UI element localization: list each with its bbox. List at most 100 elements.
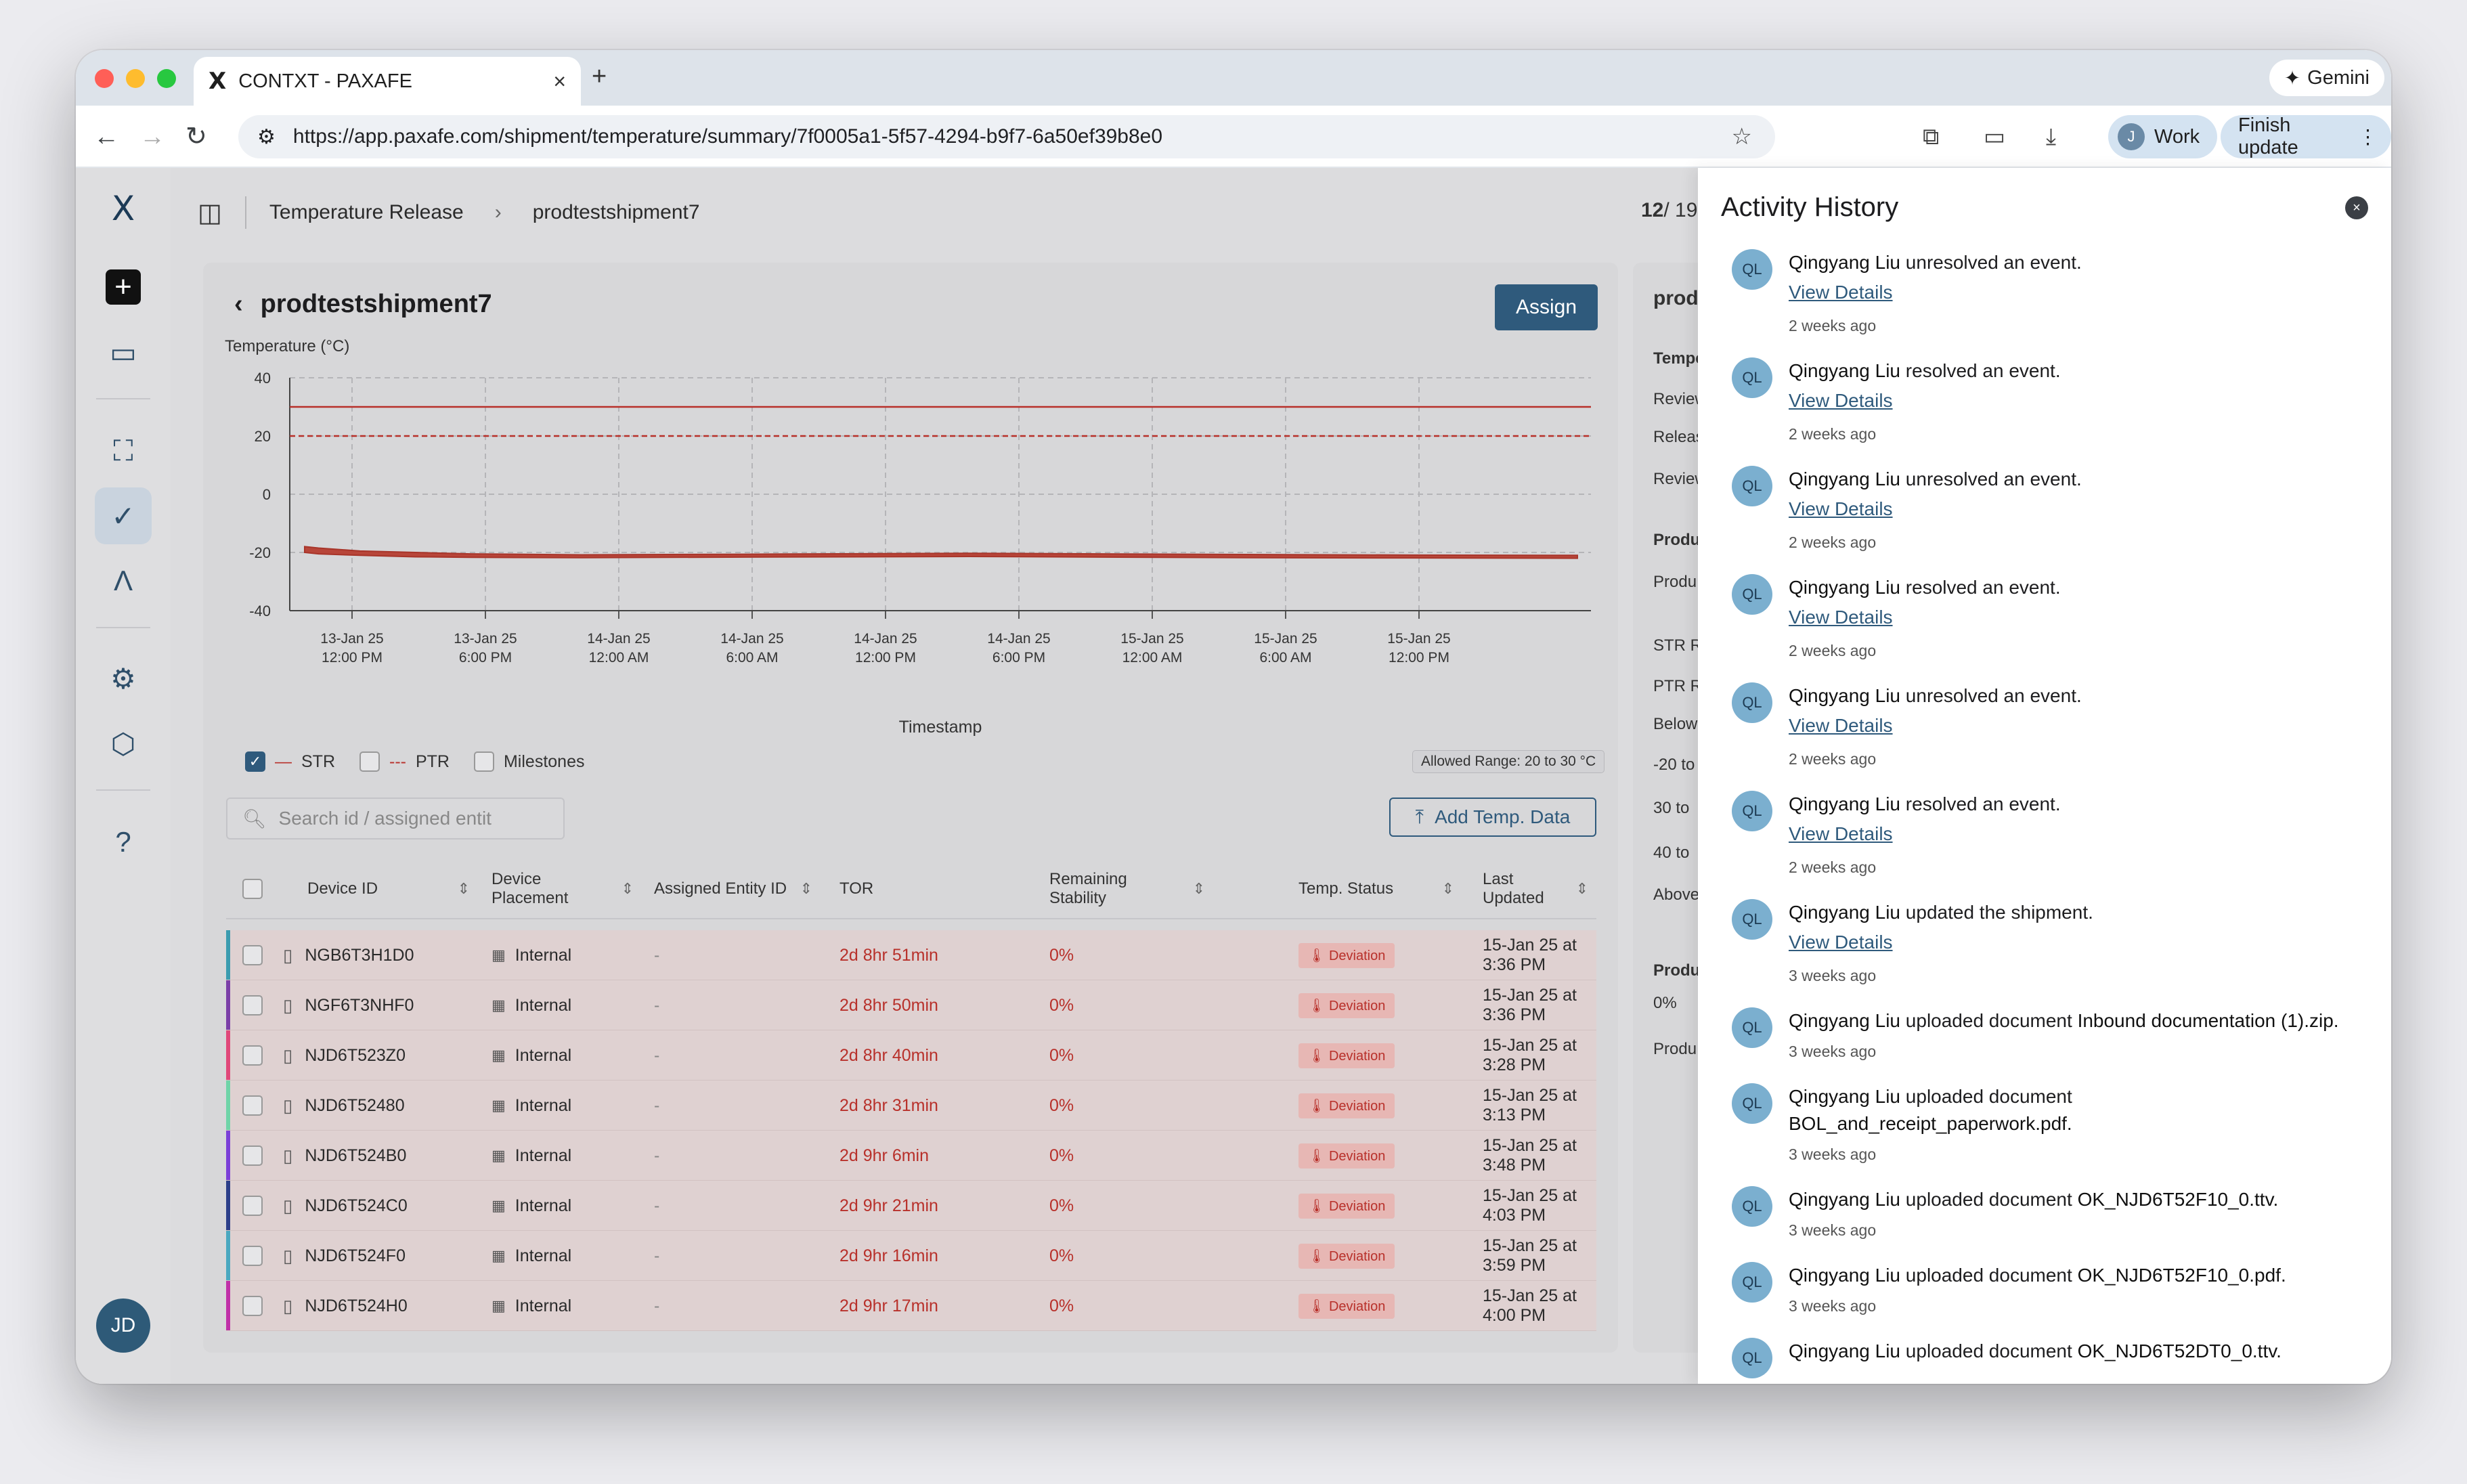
row-checkbox[interactable] bbox=[242, 1296, 263, 1316]
back-arrow-icon[interactable]: ← bbox=[93, 123, 119, 151]
sort-icon[interactable]: ⇕ bbox=[621, 880, 634, 897]
download-icon[interactable]: ⤓ bbox=[2046, 124, 2057, 150]
device-id[interactable]: NJD6T524F0 bbox=[305, 1246, 406, 1265]
sidebar-toggle-icon[interactable]: ◫ bbox=[198, 198, 222, 227]
device-id[interactable]: NJD6T524H0 bbox=[305, 1296, 408, 1315]
row-checkbox[interactable] bbox=[242, 945, 263, 965]
analytics-icon[interactable]: Λ bbox=[113, 565, 133, 596]
gear-icon[interactable]: ⚙ bbox=[110, 662, 136, 695]
minimize-window-button[interactable] bbox=[126, 69, 145, 88]
col-device-placement[interactable]: Device Placement ⇕ bbox=[492, 858, 634, 919]
sort-icon[interactable]: ⇕ bbox=[1192, 880, 1205, 897]
col-tor[interactable]: TOR bbox=[839, 858, 975, 919]
reload-icon[interactable]: ↻ bbox=[185, 123, 207, 151]
close-window-button[interactable] bbox=[95, 69, 114, 88]
contxt-logo-icon[interactable]: X bbox=[111, 189, 135, 228]
ptr-checkbox[interactable] bbox=[359, 751, 380, 772]
view-details-link[interactable]: View Details bbox=[1789, 498, 1893, 519]
kebab-menu-icon[interactable]: ⋮ bbox=[2358, 126, 2378, 148]
device-id[interactable]: NJD6T523Z0 bbox=[305, 1045, 406, 1065]
assign-button[interactable]: Assign bbox=[1495, 284, 1598, 330]
device-id[interactable]: NGF6T3NHF0 bbox=[305, 995, 414, 1015]
view-details-link[interactable]: View Details bbox=[1789, 390, 1893, 411]
device-id[interactable]: NJD6T524C0 bbox=[305, 1196, 408, 1215]
finish-update-button[interactable]: Finish update ⋮ bbox=[2221, 114, 2391, 158]
table-row[interactable]: ▯ NJD6T52480 ▦ Internal - 2d 8hr 31min 0% 🌡︎ De… bbox=[226, 1081, 1596, 1131]
profile-label: Work bbox=[2154, 125, 2200, 148]
col-label: Device ID bbox=[307, 879, 378, 898]
table-row[interactable]: ▯ NJD6T524H0 ▦ Internal - 2d 9hr 17min 0% 🌡︎ De… bbox=[226, 1281, 1596, 1331]
col-temp-status[interactable]: Temp. Status ⇕ bbox=[1298, 858, 1454, 919]
site-settings-icon[interactable]: ⚙ bbox=[257, 125, 276, 148]
table-row[interactable]: ▯ NJD6T523Z0 ▦ Internal - 2d 8hr 40min 0% 🌡︎ De… bbox=[226, 1030, 1596, 1081]
table-row[interactable]: ▯ NJD6T524F0 ▦ Internal - 2d 9hr 16min 0% 🌡︎ De… bbox=[226, 1231, 1596, 1281]
summary-label: Produ bbox=[1653, 573, 1697, 591]
row-checkbox[interactable] bbox=[242, 1095, 263, 1116]
user-avatar[interactable]: JD bbox=[96, 1298, 150, 1353]
device-color-bar bbox=[226, 1081, 230, 1130]
activity-avatar: QL bbox=[1732, 899, 1772, 940]
table-row[interactable]: ▯ NJD6T524C0 ▦ Internal - 2d 9hr 21min 0% 🌡︎ De… bbox=[226, 1181, 1596, 1231]
x-tick-time: 12:00 PM bbox=[322, 650, 383, 665]
device-id[interactable]: NJD6T52480 bbox=[305, 1095, 405, 1115]
zoom-window-button[interactable] bbox=[157, 69, 176, 88]
row-checkbox[interactable] bbox=[242, 1246, 263, 1266]
bookmark-star-icon[interactable]: ☆ bbox=[1731, 124, 1752, 150]
col-last-updated[interactable]: Last Updated ⇕ bbox=[1483, 858, 1588, 919]
breadcrumb-temperature-release[interactable]: Temperature Release bbox=[269, 201, 464, 223]
sort-icon[interactable]: ⇕ bbox=[1575, 880, 1588, 897]
activity-user: Qingyang Liu bbox=[1789, 1265, 1901, 1286]
temperature-release-icon[interactable]: ✓ bbox=[95, 487, 152, 544]
table-row[interactable]: ▯ NGB6T3H1D0 ▦ Internal - 2d 8hr 51min 0% 🌡︎ De… bbox=[226, 930, 1596, 980]
row-checkbox[interactable] bbox=[242, 1045, 263, 1066]
shield-icon[interactable]: ⬡ bbox=[110, 727, 136, 760]
help-icon[interactable]: ? bbox=[115, 826, 131, 858]
rail-divider bbox=[96, 398, 150, 399]
scan-icon[interactable]: ⛶ bbox=[113, 434, 133, 466]
extensions-icon[interactable]: ⧉ bbox=[1923, 124, 1940, 150]
row-checkbox[interactable] bbox=[242, 1196, 263, 1216]
activity-action: resolved an event. bbox=[1905, 577, 2061, 598]
row-checkbox[interactable] bbox=[242, 995, 263, 1016]
last-updated: 15-Jan 25 at 3:13 PM bbox=[1483, 1086, 1577, 1125]
gemini-button[interactable]: ✦ Gemini bbox=[2269, 60, 2384, 96]
view-details-link[interactable]: View Details bbox=[1789, 823, 1893, 844]
view-details-link[interactable]: View Details bbox=[1789, 715, 1893, 736]
view-details-link[interactable]: View Details bbox=[1789, 932, 1893, 953]
profile-button[interactable]: J Work bbox=[2108, 115, 2218, 158]
create-plus-icon[interactable]: + bbox=[95, 259, 152, 315]
table-row[interactable]: ▯ NGF6T3NHF0 ▦ Internal - 2d 8hr 50min 0% 🌡︎ De… bbox=[226, 980, 1596, 1030]
sort-icon[interactable]: ⇕ bbox=[800, 880, 812, 897]
activity-document: OK_NJD6T52F10_0.pdf. bbox=[2077, 1265, 2286, 1286]
back-chevron-icon[interactable]: ‹ bbox=[234, 290, 243, 318]
forward-arrow-icon[interactable]: → bbox=[139, 123, 165, 151]
browser-tab[interactable]: X CONTXT - PAXAFE × bbox=[194, 57, 581, 106]
add-temp-data-button[interactable]: ⤒ Add Temp. Data bbox=[1389, 798, 1596, 837]
device-color-bar bbox=[226, 980, 230, 1030]
col-device-id[interactable]: Device ID ⇕ bbox=[307, 858, 470, 919]
row-checkbox[interactable] bbox=[242, 1145, 263, 1166]
tor-value: 2d 8hr 40min bbox=[839, 1045, 938, 1065]
device-search-input[interactable]: 🔍︎ Search id / assigned entit bbox=[226, 798, 565, 839]
close-tab-icon[interactable]: × bbox=[553, 68, 566, 93]
device-id[interactable]: NGB6T3H1D0 bbox=[305, 945, 414, 965]
device-id[interactable]: NJD6T524B0 bbox=[305, 1145, 407, 1165]
inbox-icon[interactable]: ▭ bbox=[110, 336, 137, 368]
close-drawer-icon[interactable]: × bbox=[2345, 196, 2368, 219]
col-assigned-entity[interactable]: Assigned Entity ID ⇕ bbox=[654, 858, 812, 919]
col-remaining-stability[interactable]: Remaining Stability ⇕ bbox=[1049, 858, 1205, 919]
view-details-link[interactable]: View Details bbox=[1789, 607, 1893, 628]
deviation-badge: 🌡︎ Deviation bbox=[1298, 1193, 1395, 1219]
rail-divider bbox=[96, 789, 150, 791]
address-bar[interactable]: ⚙ https://app.paxafe.com/shipment/temper… bbox=[238, 115, 1775, 158]
str-checkbox[interactable]: ✓ bbox=[245, 751, 265, 772]
sort-icon[interactable]: ⇕ bbox=[457, 880, 470, 897]
chart-y-label: Temperature (°C) bbox=[225, 337, 350, 355]
select-all-checkbox[interactable] bbox=[242, 879, 263, 899]
table-row[interactable]: ▯ NJD6T524B0 ▦ Internal - 2d 9hr 6min 0% 🌡︎ Dev… bbox=[226, 1131, 1596, 1181]
new-tab-icon[interactable]: + bbox=[592, 62, 607, 91]
cast-icon[interactable]: ▭ bbox=[1984, 124, 2006, 150]
milestones-checkbox[interactable] bbox=[473, 751, 494, 772]
view-details-link[interactable]: View Details bbox=[1789, 282, 1893, 303]
sort-icon[interactable]: ⇕ bbox=[1441, 880, 1454, 897]
